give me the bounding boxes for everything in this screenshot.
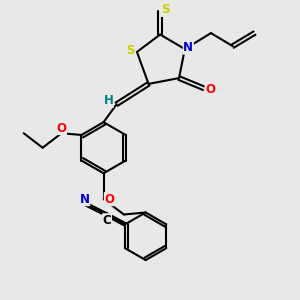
Text: S: S <box>161 3 170 16</box>
Text: C: C <box>103 214 111 227</box>
Text: N: N <box>183 41 193 54</box>
Text: N: N <box>80 193 90 206</box>
Text: S: S <box>126 44 135 57</box>
Text: O: O <box>56 122 67 134</box>
Text: H: H <box>103 94 113 107</box>
Text: O: O <box>205 83 215 96</box>
Text: O: O <box>104 193 114 206</box>
